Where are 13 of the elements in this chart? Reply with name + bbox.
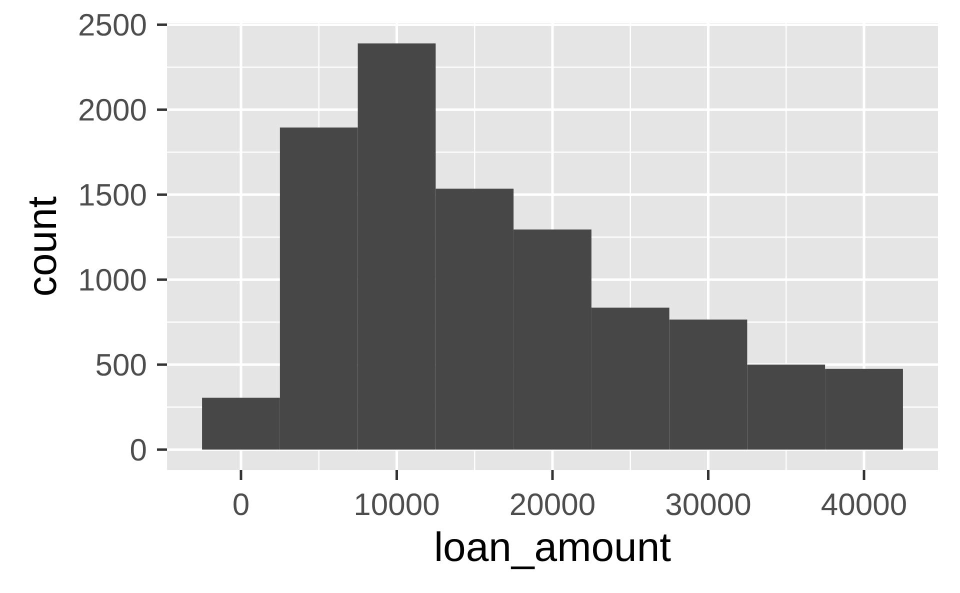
x-axis-title: loan_amount [434,524,672,570]
x-tick-label: 20000 [509,487,596,522]
y-axis-title: count [19,196,65,297]
y-tick-label: 1000 [78,262,147,298]
y-tick-label: 1500 [78,178,147,213]
y-tick-label: 500 [95,347,147,382]
y-tick-label: 2500 [78,8,147,43]
x-tick-label: 40000 [820,487,908,522]
x-tick-label: 30000 [665,487,752,522]
x-tick-label: 10000 [354,487,440,522]
x-tick-label: 0 [232,487,250,522]
y-tick-label: 2000 [78,92,147,128]
y-tick-label: 0 [130,432,147,468]
